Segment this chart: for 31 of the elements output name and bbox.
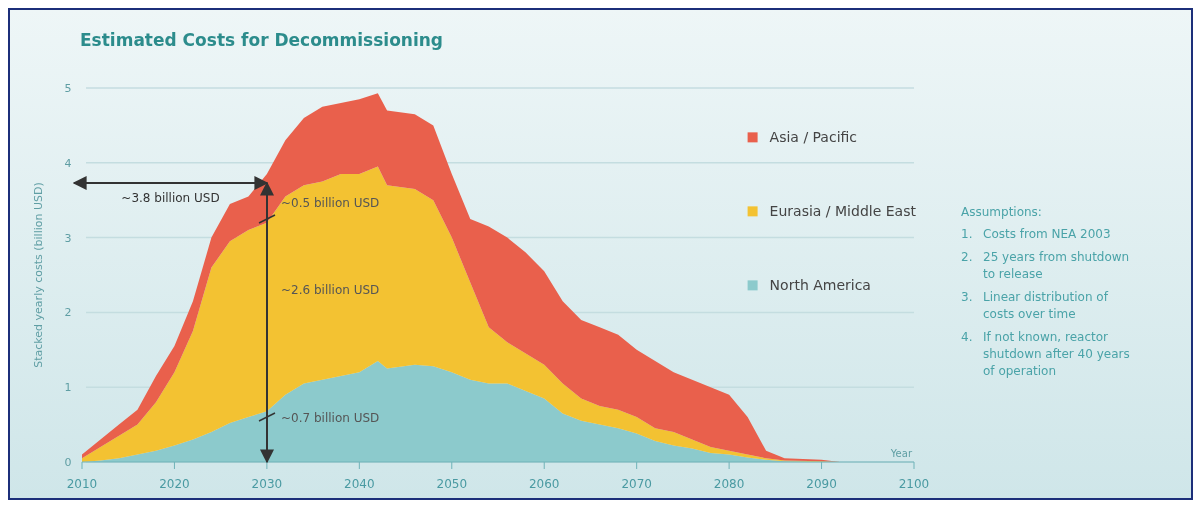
legend-label: Asia / Pacific — [769, 129, 858, 146]
y-axis-title: Stacked yearly costs (billion USD) — [32, 182, 45, 368]
annotation: ~2.6 billion USD — [281, 283, 380, 297]
x-tick-label: 2020 — [159, 477, 190, 491]
x-tick-label: 2090 — [806, 477, 837, 491]
x-tick-label: 2040 — [344, 477, 375, 491]
x-tick-label: 2080 — [713, 477, 745, 491]
text: Assumptions: — [961, 205, 1042, 219]
annotation: ~0.5 billion USD — [281, 196, 380, 210]
chart-title: Estimated Costs for Decommissioning — [80, 30, 444, 50]
x-tick-label: 2050 — [436, 477, 468, 491]
y-tick-label: 3 — [64, 231, 72, 245]
y-tick-label: 5 — [64, 82, 72, 95]
y-tick-label: 1 — [64, 381, 72, 395]
legend-label: Eurasia / Middle East — [769, 203, 917, 220]
y-tick-label: 4 — [64, 156, 72, 170]
annotation: ~0.7 billion USD — [281, 411, 380, 425]
x-tick-label: 2060 — [528, 477, 560, 491]
x-tick-label: 2070 — [621, 477, 652, 491]
annotation: ~3.8 billion USD — [121, 191, 220, 205]
x-axis-title: Year — [889, 448, 913, 459]
text: 2. 25 years from shutdown to release — [961, 250, 1130, 281]
y-tick-label: 0 — [64, 456, 72, 469]
legend-label: North America — [769, 277, 871, 294]
text: 1. Costs from NEA 2003 — [961, 227, 1111, 241]
y-tick-label: 2 — [64, 306, 72, 320]
x-tick-label: 2010 — [66, 477, 98, 491]
text: 3. Linear distribution of costs over time — [961, 290, 1109, 321]
x-tick-label: 2030 — [251, 477, 283, 491]
text: 4. If not known, reactor shutdown after 40 years of operation — [961, 330, 1130, 378]
x-tick-label: 2100 — [898, 477, 930, 491]
